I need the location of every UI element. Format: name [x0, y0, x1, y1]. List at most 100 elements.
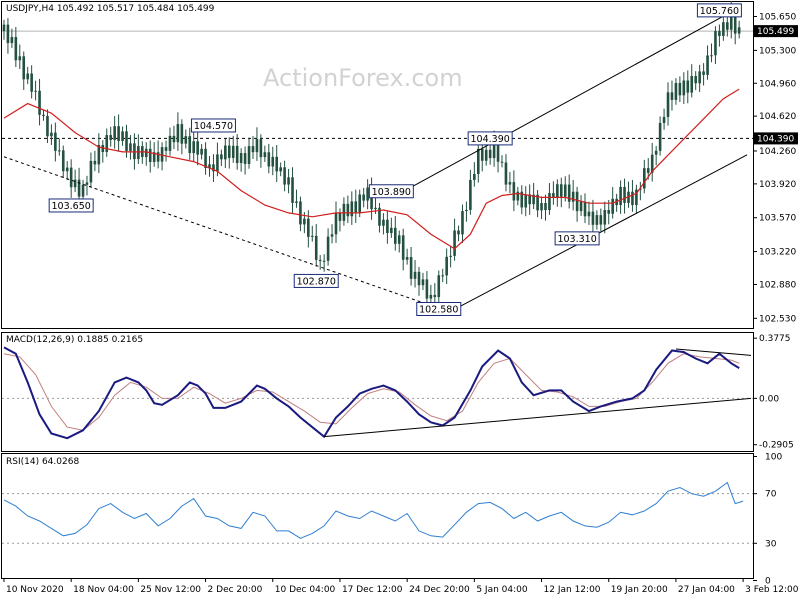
candle-body: [65, 167, 69, 172]
candle: [164, 140, 168, 162]
candle: [654, 145, 658, 166]
candle: [623, 178, 626, 214]
candle-body: [160, 147, 164, 162]
candle: [702, 63, 705, 86]
macd-ytick-label: -0.2905: [759, 441, 794, 451]
rsi-panel-frame: [1, 453, 754, 579]
candle-body: [121, 131, 124, 142]
price-ytick-label: 104.260: [759, 147, 796, 157]
candle: [227, 137, 231, 169]
candle-body: [208, 164, 211, 168]
candle-body: [591, 211, 595, 225]
candle-body: [30, 73, 33, 92]
candle-body: [567, 184, 571, 202]
candle-body: [413, 271, 417, 279]
price-annotation: 102.580: [416, 301, 462, 316]
candle: [93, 150, 97, 172]
annotation-label: 103.890: [372, 187, 411, 198]
candle: [583, 193, 587, 224]
price-annotation: 103.890: [368, 184, 414, 199]
candle: [85, 175, 89, 196]
candle-body: [259, 139, 263, 158]
candle: [30, 65, 33, 99]
candle-body: [81, 184, 85, 197]
candle-body: [559, 184, 563, 197]
level-box: [754, 132, 798, 145]
candle-body: [650, 154, 654, 173]
xtick-label: 5 Jan 04:00: [476, 585, 528, 595]
candle: [287, 168, 290, 194]
xtick-label: 3 Feb 12:00: [745, 585, 799, 595]
candle: [54, 122, 57, 162]
candle: [220, 149, 223, 167]
candle: [259, 134, 263, 168]
candle-body: [125, 131, 128, 151]
candle: [405, 248, 409, 265]
candle: [556, 179, 559, 207]
candle-body: [243, 153, 247, 164]
candle-body: [733, 12, 737, 34]
candle-body: [299, 201, 302, 225]
candle-body: [528, 194, 531, 205]
candle: [129, 135, 132, 160]
candle-body: [14, 37, 18, 61]
candle-body: [496, 142, 500, 162]
candle-body: [469, 179, 472, 210]
candle: [176, 112, 180, 151]
candle-body: [152, 152, 156, 162]
candle-body: [449, 255, 452, 257]
candle-body: [698, 71, 701, 84]
candle: [370, 177, 373, 220]
candle: [682, 72, 686, 105]
candle: [714, 26, 717, 64]
candle-body: [433, 294, 437, 298]
candle: [279, 162, 282, 177]
candle: [686, 70, 690, 104]
rsi-panel-title: RSI(14) 64.0268: [6, 457, 80, 467]
candle: [89, 152, 93, 188]
rsi-ytick-label: 70: [765, 490, 777, 500]
candle: [231, 135, 235, 163]
candle-body: [172, 135, 176, 143]
candle: [520, 185, 524, 215]
candle-body: [338, 213, 342, 221]
candle-body: [484, 149, 488, 161]
candle: [579, 195, 583, 216]
annotation-label: 105.760: [700, 6, 739, 17]
current-price-box: [754, 25, 798, 38]
candle-body: [231, 145, 235, 158]
candle-body: [500, 161, 504, 163]
candle: [639, 181, 642, 201]
candle-body: [461, 211, 464, 235]
candle: [631, 179, 634, 212]
annotation-box: [48, 198, 94, 213]
candle-body: [623, 186, 626, 203]
candle: [607, 199, 611, 225]
candle-body: [54, 132, 57, 151]
candle: [536, 189, 539, 218]
candle-body: [737, 27, 741, 34]
candle: [718, 24, 721, 47]
candle-body: [113, 126, 116, 140]
candle-body: [445, 256, 448, 276]
candle: [172, 125, 176, 149]
candle-body: [654, 150, 658, 155]
candle: [378, 203, 381, 233]
candle-body: [587, 211, 591, 217]
candle: [559, 177, 563, 208]
candle: [544, 194, 547, 221]
candle: [666, 82, 670, 126]
candle-body: [73, 179, 77, 188]
candle: [275, 145, 279, 183]
candle: [322, 254, 326, 272]
candle: [196, 129, 199, 166]
candle-body: [287, 177, 290, 185]
candle: [650, 142, 654, 182]
xtick-label: 12 Jan 12:00: [544, 585, 601, 595]
candle-body: [144, 148, 148, 158]
candle: [393, 215, 397, 251]
candle-body: [611, 198, 614, 214]
candle-body: [405, 257, 409, 260]
price-ytick-label: 103.570: [759, 214, 796, 224]
candle-body: [639, 188, 642, 190]
